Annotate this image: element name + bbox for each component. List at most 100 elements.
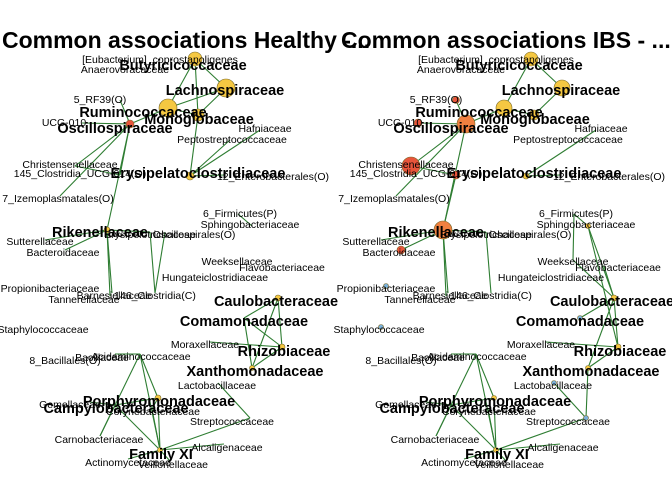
label-firmicutes: 6_Firmicutes(P) (539, 208, 613, 220)
edge-caulobacteraceae-comamonadaceae (579, 297, 615, 319)
node-caulobacteraceae (274, 294, 282, 302)
label-moraxellaceae: Moraxellaceae (171, 339, 239, 351)
node-oscillospiraceae (456, 114, 476, 134)
label-hungateiclostridiaceae: Hungateiclostridiaceae (498, 272, 604, 284)
label-enterobacterales: 12_Enterobacterales(O) (553, 171, 665, 183)
edge-rikenellaceae-bacteroidaceae (64, 229, 108, 251)
edge-peptostreptococcaceae-erysipelatoclostridiaceae (189, 139, 231, 177)
label-bacillales: 8_Bacillales(O) (365, 355, 436, 367)
node-porphyromonadaceae (491, 395, 497, 401)
ibs-title: Common associations IBS - ... (341, 27, 671, 53)
label-christensenellaceae: Christensenellaceae (22, 159, 117, 171)
edge-family_xi-alcaligenaceae (495, 443, 561, 451)
node-rikenellaceae (103, 226, 111, 234)
edge-firmicutes-sphingobacteriaceae (573, 213, 589, 227)
edge-clostridia_ucg014-rikenellaceae (442, 174, 457, 231)
edge-acidaminococcaceae-family_xi (139, 353, 161, 451)
edge-xanthomonadaceae-streptococcaceae (585, 367, 589, 419)
label-peptostreptococcaceae: Peptostreptococcaceae (513, 134, 623, 146)
label-staphylococcaceae: Staphylococcaceae (333, 324, 424, 336)
label-family_xi: Family XI (465, 447, 529, 463)
node-butyricicoccaceae (523, 51, 539, 67)
label-ruminococcaceae: Ruminococcaceae (79, 105, 206, 121)
label-caulobacteraceae: Caulobacteraceae (214, 294, 338, 310)
node-caulobacteraceae (610, 294, 618, 302)
edge-family_xi-streptococcaceae (495, 417, 587, 451)
edge-lactobacillaceae-streptococcaceae (553, 382, 587, 419)
edge-caulobacteraceae-xanthomonadaceae (251, 297, 279, 369)
label-acidaminococcaceae: Acidaminococcaceae (91, 351, 190, 363)
edge-rhizobiaceae-xanthomonadaceae (587, 346, 619, 369)
label-enterobacterales: 12_Enterobacterales(O) (217, 171, 329, 183)
edge-rikenellaceae-tannerellaceae (442, 229, 447, 297)
edge-firmicutes-weeksellaceae (572, 213, 575, 261)
label-izemoplasmatales: 7_Izemoplasmatales(O) (2, 193, 113, 205)
label-alcaligenaceae: Alcaligenaceae (191, 442, 262, 454)
label-monoglobaceae: Monoglobaceae (144, 112, 254, 128)
label-oscillospirales: Oscillospirales(O) (489, 229, 572, 241)
label-butyricicoccaceae: Butyricicoccaceae (455, 58, 582, 74)
label-clostridia_ucg014: 145_Clostridia_UCG-014(O) (350, 168, 482, 180)
node-rikenellaceae (433, 220, 453, 240)
edge-acidaminococcaceae-family_xi (475, 353, 497, 451)
label-oscillospirales: Oscillospirales(O) (153, 229, 236, 241)
label-lachnospiraceae: Lachnospiraceae (166, 83, 284, 99)
edge-porphyromonadaceae-family_xi (493, 397, 497, 451)
node-monoglobaceae (191, 108, 205, 122)
node-ucg010 (413, 118, 423, 128)
label-tannerellaceae: Tannerellaceae (48, 294, 119, 306)
label-ucg010: UCG-010 (42, 117, 87, 129)
label-comamonadaceae: Comamonadaceae (180, 314, 308, 330)
label-streptococcaceae: Streptococcaceae (190, 416, 274, 428)
edge-family_xi-alcaligenaceae (159, 443, 225, 451)
label-sphingobacteriaceae: Sphingobacteriaceae (537, 219, 636, 231)
edge-lachnospiraceae-ruminococcaceae (167, 87, 227, 109)
label-tannerellaceae: Tannerellaceae (384, 294, 455, 306)
edge-family_xi-actinomycetaceae (463, 449, 497, 460)
edge-monoglobaceae-erysipelatoclostridiaceae (189, 114, 199, 177)
edge-flavobacteriaceae-caulobacteraceae (603, 265, 615, 299)
label-campylobacteraceae: Campylobacteraceae (379, 401, 524, 417)
label-butyricicoccaceae: Butyricicoccaceae (119, 58, 246, 74)
label-veillonellaceae: Veillonellaceae (474, 459, 544, 471)
edge-caulobacteraceae-comamonadaceae (243, 297, 279, 319)
label-carnobacteriaceae: Carnobacteriaceae (55, 434, 144, 446)
label-lactobacillaceae: Lactobacillaceae (178, 380, 256, 392)
label-layer: Butyricicoccaceae[Eubacterium]_coprostan… (333, 54, 672, 471)
edge-gemellaceae-campylobacteraceae (89, 401, 116, 406)
label-caulobacteraceae: Caulobacteraceae (550, 294, 672, 310)
label-rf39: 5_RF39(O) (74, 94, 127, 106)
label-lachnospiraceae: Lachnospiraceae (502, 83, 620, 99)
node-ruminococcaceae (158, 98, 178, 118)
edge-butyricicoccaceae-ruminococcaceae (503, 58, 532, 109)
node-rf39 (452, 96, 460, 104)
label-bacillales: 8_Bacillales(O) (29, 355, 100, 367)
edge-acidaminococcaceae-porphyromonadaceae (139, 353, 159, 399)
node-christensenellaceae (401, 156, 421, 176)
edge-campylobacteraceae-family_xi (114, 404, 161, 451)
node-lactobacillaceae (551, 380, 557, 386)
edge-hafniaceae-erysipelatoclostridiaceae (189, 129, 261, 177)
node-rhizobiaceae (278, 343, 286, 351)
edge-rhizobiaceae-xanthomonadaceae (251, 346, 283, 369)
healthy-network-panel: Butyricicoccaceae[Eubacterium]_coprostan… (0, 51, 338, 471)
edge-gemellaceae-campylobacteraceae (425, 401, 452, 406)
label-alcaligenaceae: Alcaligenaceae (527, 442, 598, 454)
edge-porphyromonadaceae-campylobacteraceae (114, 397, 159, 406)
label-propionibacteriaceae: Propionibacteriaceae (337, 283, 436, 295)
edge-oscillospiraceae-christensenellaceae (410, 123, 467, 167)
edge-rikenellaceae-sutterellaceae (380, 229, 444, 241)
label-campylobacteraceae: Campylobacteraceae (43, 401, 188, 417)
label-hungateiclostridiaceae: Hungateiclostridiaceae (162, 272, 268, 284)
edge-erysipelotrichaceae-clostridia_c (149, 231, 156, 294)
ibs-network-panel: Butyricicoccaceae[Eubacterium]_coprostan… (333, 51, 672, 471)
edge-oscillospiraceae-christensenellaceae (74, 123, 131, 167)
edge-oscillospiraceae-clostridia_ucg014 (119, 123, 131, 176)
label-rhizobiaceae: Rhizobiaceae (574, 344, 667, 360)
label-ruminococcaceae: Ruminococcaceae (415, 105, 542, 121)
node-family_xi (157, 447, 163, 453)
node-lachnospiraceae (216, 78, 236, 98)
label-corynebacteriaceae: Corynebacteriaceae (442, 406, 536, 418)
label-bacteroidaceae: Bacteroidaceae (363, 247, 436, 259)
edge-rikenellaceae-sutterellaceae (44, 229, 108, 241)
